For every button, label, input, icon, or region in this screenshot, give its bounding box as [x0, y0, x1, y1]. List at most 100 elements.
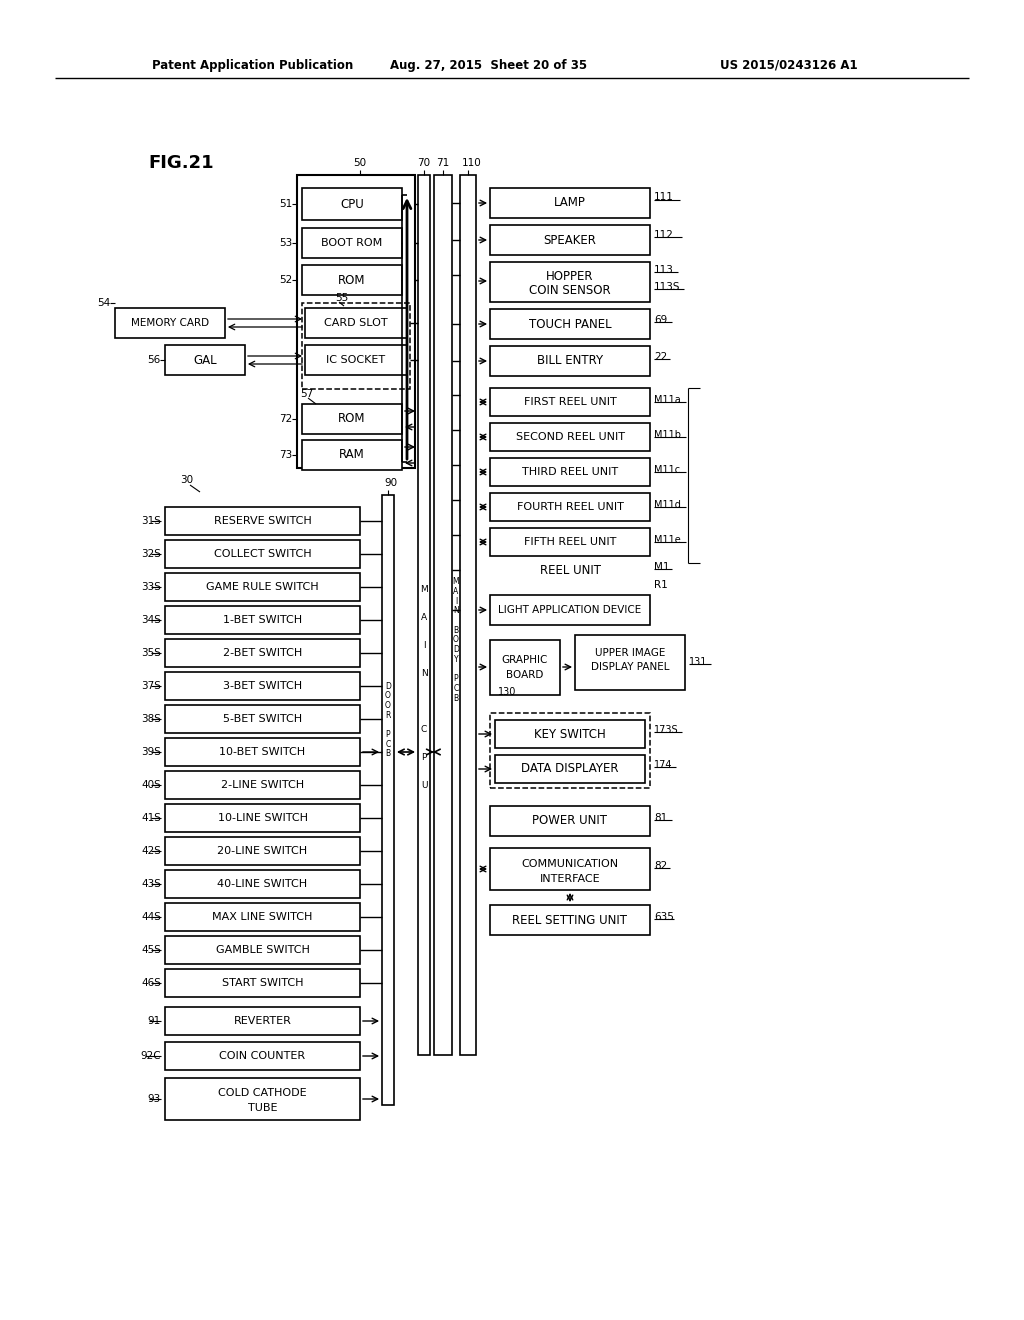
- Text: D
O
O
R
 
P
C
B: D O O R P C B: [385, 681, 391, 759]
- Text: START SWITCH: START SWITCH: [222, 978, 303, 987]
- Text: COLLECT SWITCH: COLLECT SWITCH: [214, 549, 311, 558]
- Bar: [165, 1041, 360, 1071]
- Text: 32S: 32S: [141, 549, 161, 558]
- Bar: [434, 176, 452, 1055]
- Text: 113: 113: [654, 265, 674, 275]
- Bar: [490, 187, 650, 218]
- Text: COIN SENSOR: COIN SENSOR: [529, 285, 610, 297]
- Bar: [490, 492, 650, 521]
- Bar: [165, 1007, 360, 1035]
- Text: N: N: [421, 669, 427, 678]
- Bar: [305, 308, 407, 338]
- Text: 10-BET SWITCH: 10-BET SWITCH: [219, 747, 305, 756]
- Text: TUBE: TUBE: [248, 1104, 278, 1113]
- Bar: [418, 176, 430, 1055]
- Text: 92C: 92C: [140, 1051, 161, 1061]
- Text: COIN COUNTER: COIN COUNTER: [219, 1051, 305, 1061]
- Text: 22: 22: [654, 352, 668, 362]
- Text: 30: 30: [180, 475, 194, 484]
- Text: 56: 56: [146, 355, 160, 366]
- Text: 2-BET SWITCH: 2-BET SWITCH: [223, 648, 302, 657]
- Text: M
A
I
N
 
B
O
D
Y
 
P
C
B: M A I N B O D Y P C B: [453, 577, 460, 702]
- Text: GAL: GAL: [194, 354, 217, 367]
- Text: 55: 55: [335, 293, 348, 304]
- Text: 130: 130: [498, 686, 516, 697]
- Bar: [165, 771, 360, 799]
- Bar: [297, 176, 415, 469]
- Bar: [165, 870, 360, 898]
- Text: 81: 81: [654, 813, 668, 822]
- Text: 71: 71: [436, 158, 450, 168]
- Bar: [165, 639, 360, 667]
- Text: FIG.21: FIG.21: [148, 154, 214, 172]
- Bar: [302, 304, 410, 389]
- Text: 31S: 31S: [141, 516, 161, 525]
- Text: 46S: 46S: [141, 978, 161, 987]
- Text: REVERTER: REVERTER: [233, 1016, 292, 1026]
- Bar: [165, 705, 360, 733]
- Text: M11a: M11a: [654, 395, 681, 405]
- Text: KEY SWITCH: KEY SWITCH: [535, 727, 606, 741]
- Text: 39S: 39S: [141, 747, 161, 756]
- Text: M1: M1: [654, 562, 670, 572]
- Text: 40S: 40S: [141, 780, 161, 789]
- Text: LIGHT APPLICATION DEVICE: LIGHT APPLICATION DEVICE: [499, 605, 642, 615]
- Bar: [302, 265, 402, 294]
- Text: GAMBLE SWITCH: GAMBLE SWITCH: [216, 945, 309, 954]
- Text: 40-LINE SWITCH: 40-LINE SWITCH: [217, 879, 307, 888]
- Text: 1-BET SWITCH: 1-BET SWITCH: [223, 615, 302, 624]
- Text: M11e: M11e: [654, 535, 681, 545]
- Text: GRAPHIC: GRAPHIC: [502, 655, 548, 665]
- Bar: [490, 595, 650, 624]
- Bar: [460, 176, 476, 1055]
- Text: 113S: 113S: [654, 282, 681, 292]
- Text: 112: 112: [654, 230, 674, 240]
- Text: M11d: M11d: [654, 500, 681, 510]
- Text: LAMP: LAMP: [554, 197, 586, 210]
- Text: GAME RULE SWITCH: GAME RULE SWITCH: [206, 582, 318, 591]
- Bar: [165, 738, 360, 766]
- Text: POWER UNIT: POWER UNIT: [532, 814, 607, 828]
- Bar: [490, 713, 650, 788]
- Bar: [490, 807, 650, 836]
- Text: 43S: 43S: [141, 879, 161, 888]
- Text: 174: 174: [654, 760, 673, 770]
- Text: RAM: RAM: [339, 449, 365, 462]
- Text: REEL UNIT: REEL UNIT: [540, 565, 600, 578]
- Text: 53: 53: [279, 238, 292, 248]
- Text: 42S: 42S: [141, 846, 161, 855]
- Text: CARD SLOT: CARD SLOT: [325, 318, 388, 327]
- Text: 37S: 37S: [141, 681, 161, 690]
- Text: BOARD: BOARD: [506, 671, 544, 680]
- Text: COMMUNICATION: COMMUNICATION: [521, 859, 618, 869]
- Text: 57: 57: [300, 389, 313, 399]
- Bar: [305, 345, 407, 375]
- Text: FOURTH REEL UNIT: FOURTH REEL UNIT: [516, 502, 624, 512]
- Bar: [302, 440, 402, 470]
- Text: DISPLAY PANEL: DISPLAY PANEL: [591, 663, 670, 672]
- Text: BOOT ROM: BOOT ROM: [322, 238, 383, 248]
- Text: 635: 635: [654, 912, 674, 921]
- Text: 69: 69: [654, 315, 668, 325]
- Bar: [575, 635, 685, 690]
- Text: 10-LINE SWITCH: 10-LINE SWITCH: [217, 813, 307, 822]
- Text: ROM: ROM: [338, 412, 366, 425]
- Text: 54: 54: [96, 298, 110, 308]
- Text: P: P: [421, 754, 427, 763]
- Bar: [490, 528, 650, 556]
- Text: IC SOCKET: IC SOCKET: [327, 355, 386, 366]
- Bar: [165, 672, 360, 700]
- Bar: [495, 755, 645, 783]
- Text: 72: 72: [279, 414, 292, 424]
- Text: 82: 82: [654, 861, 668, 871]
- Text: C: C: [421, 726, 427, 734]
- Text: Aug. 27, 2015  Sheet 20 of 35: Aug. 27, 2015 Sheet 20 of 35: [390, 58, 587, 71]
- Text: SPEAKER: SPEAKER: [544, 234, 596, 247]
- Bar: [302, 187, 402, 220]
- Bar: [490, 847, 650, 890]
- Text: 111: 111: [654, 191, 674, 202]
- Text: COLD CATHODE: COLD CATHODE: [218, 1088, 307, 1098]
- Bar: [165, 837, 360, 865]
- Text: ROM: ROM: [338, 273, 366, 286]
- Bar: [165, 1078, 360, 1119]
